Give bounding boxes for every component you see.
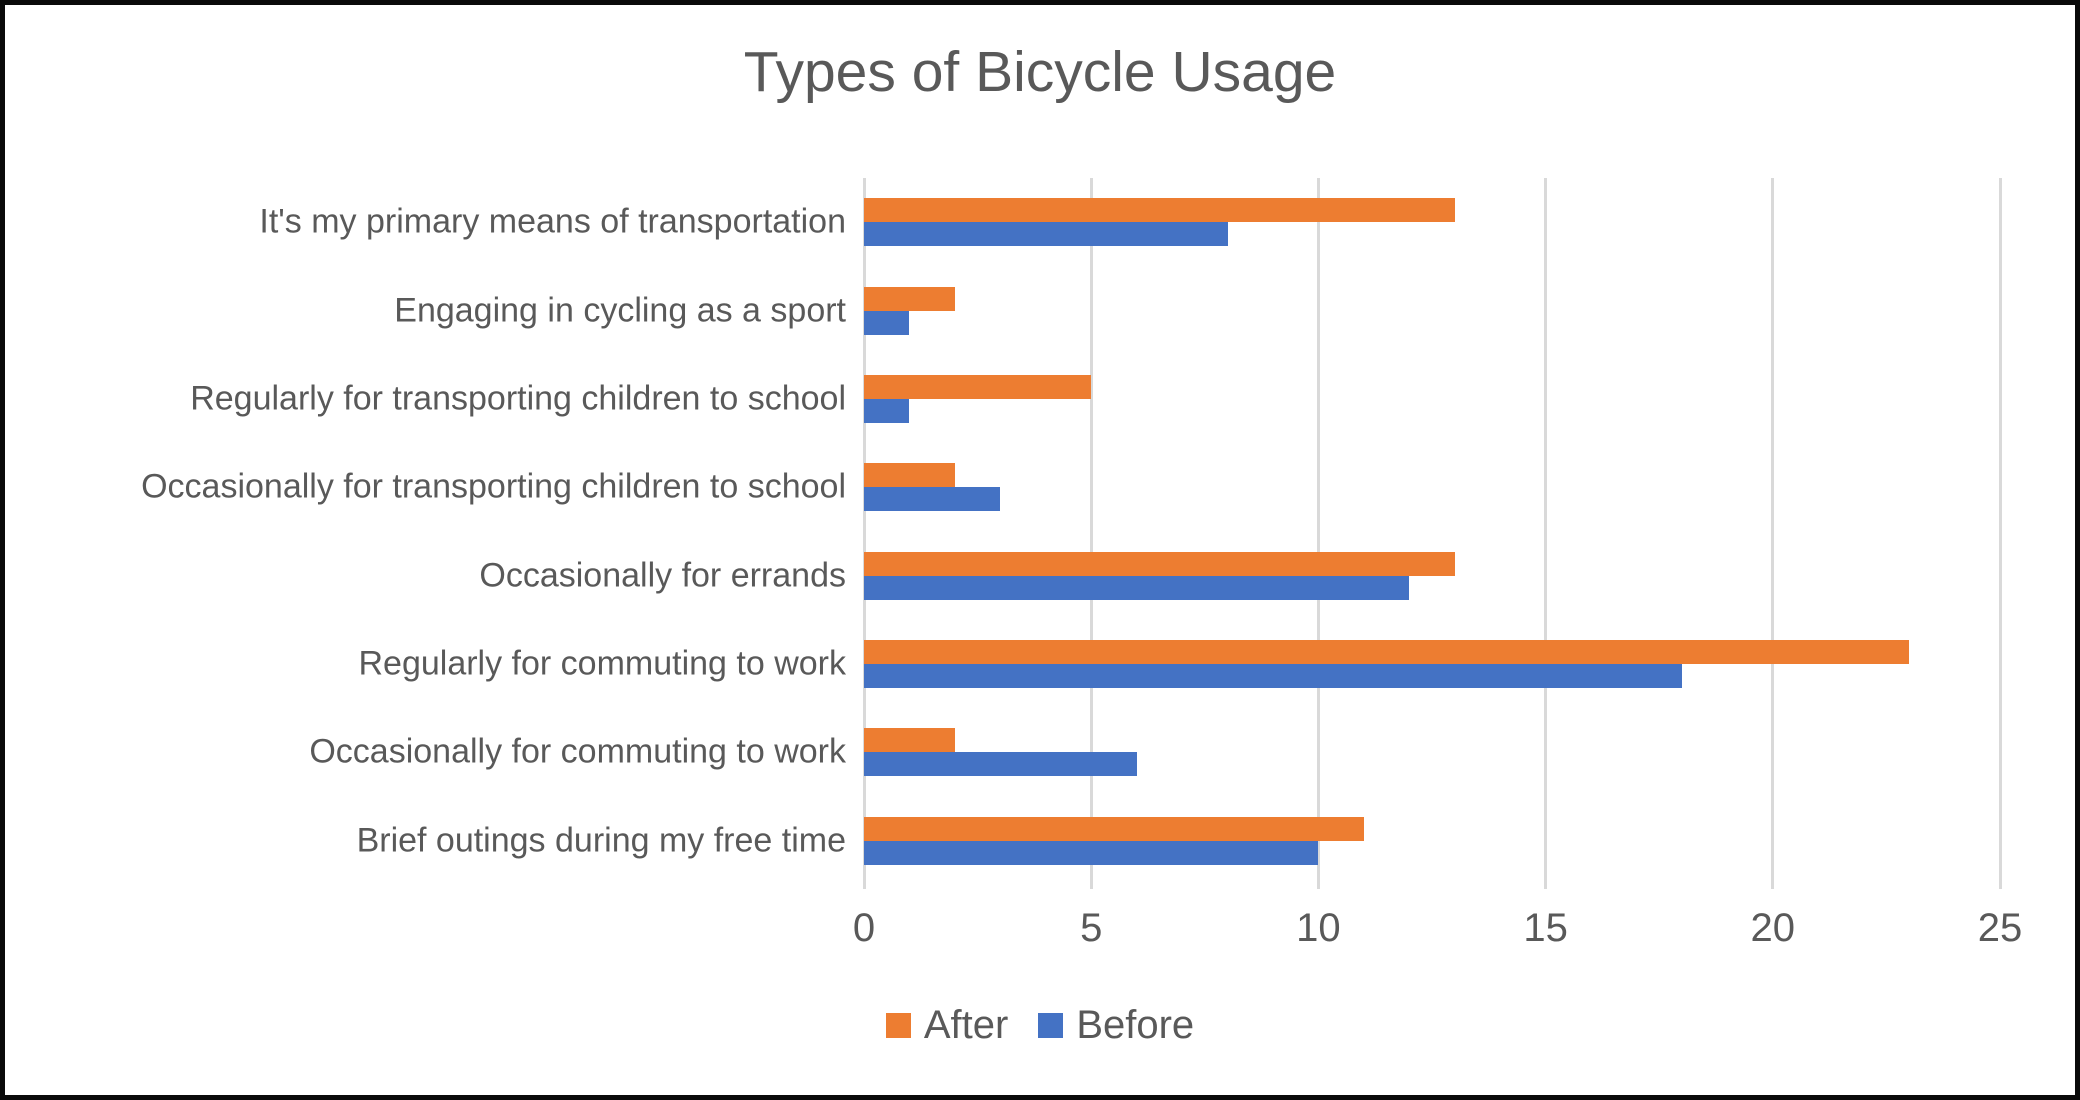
- bar-pair: [864, 640, 2000, 689]
- after-bar: [864, 551, 1455, 576]
- category-label: Engaging in cycling as a sport: [394, 291, 846, 330]
- after-bar: [864, 463, 955, 488]
- chart-title: Types of Bicycle Usage: [743, 40, 1337, 104]
- category-row: Engaging in cycling as a sport: [394, 266, 2000, 354]
- gridline: [1998, 178, 2002, 889]
- before-bar: [864, 222, 1228, 247]
- category-row: Regularly for commuting to work: [358, 620, 2000, 708]
- legend: After Before: [5, 1003, 2075, 1048]
- category-label: Occasionally for errands: [479, 556, 846, 595]
- bar-pair: [864, 551, 2000, 600]
- gridline: [1316, 178, 1320, 889]
- after-bar: [864, 286, 955, 311]
- legend-label: After: [923, 1003, 1009, 1047]
- x-axis-tick-label: 5: [1080, 906, 1103, 950]
- x-axis-tick-label: 15: [1523, 906, 1568, 950]
- bar-pair: [864, 286, 2000, 335]
- category-row: Occasionally for commuting to work: [309, 708, 2000, 796]
- bar-pair: [864, 198, 2000, 247]
- category-label: Brief outings during my free time: [356, 821, 846, 860]
- after-bar: [864, 728, 955, 753]
- category-row: Occasionally for transporting children t…: [141, 443, 2000, 531]
- gridline: [1089, 178, 1093, 889]
- legend-label: Before: [1076, 1003, 1195, 1047]
- category-label: It's my primary means of transportation: [259, 202, 846, 241]
- before-bar: [864, 310, 910, 335]
- before-bar: [864, 752, 1137, 777]
- after-bar: [864, 374, 1092, 399]
- before-bar: [864, 487, 1001, 512]
- after-bar: [864, 640, 1910, 665]
- bar-pair: [864, 728, 2000, 777]
- category-row: Brief outings during my free time: [357, 797, 2000, 885]
- category-row: Occasionally for errands: [479, 532, 2000, 620]
- gridline: [1771, 178, 1775, 889]
- x-axis-tick-label: 25: [1977, 906, 2023, 950]
- before-bar: [864, 840, 1319, 865]
- bar-pair: [864, 816, 2000, 865]
- category-label: Occasionally for commuting to work: [309, 732, 846, 771]
- gridline: [862, 178, 866, 889]
- bar-pair: [864, 463, 2000, 512]
- x-axis-tick-label: 20: [1750, 906, 1796, 950]
- bar-pair: [864, 374, 2000, 423]
- before-bar: [864, 398, 910, 423]
- x-axis-tick-label: 10: [1296, 906, 1341, 950]
- after-bar: [864, 198, 1455, 223]
- plot-area: It's my primary means of transportation E…: [141, 178, 2002, 889]
- x-axis-tick-label: 0: [852, 906, 876, 950]
- before-bar: [864, 575, 1410, 600]
- category-label: Regularly for transporting children to s…: [190, 379, 846, 418]
- legend-item-after: After: [885, 1003, 1009, 1048]
- legend-item-before: Before: [1038, 1003, 1194, 1048]
- legend-swatch-after: [885, 1013, 911, 1038]
- category-label: Occasionally for transporting children t…: [141, 467, 846, 506]
- category-row: Regularly for transporting children to s…: [190, 355, 2000, 443]
- after-bar: [864, 816, 1364, 841]
- legend-swatch-before: [1038, 1013, 1064, 1038]
- before-bar: [864, 664, 1682, 689]
- category-row: It's my primary means of transportation: [259, 178, 2000, 266]
- gridline: [1544, 178, 1548, 889]
- category-label: Regularly for commuting to work: [358, 644, 846, 683]
